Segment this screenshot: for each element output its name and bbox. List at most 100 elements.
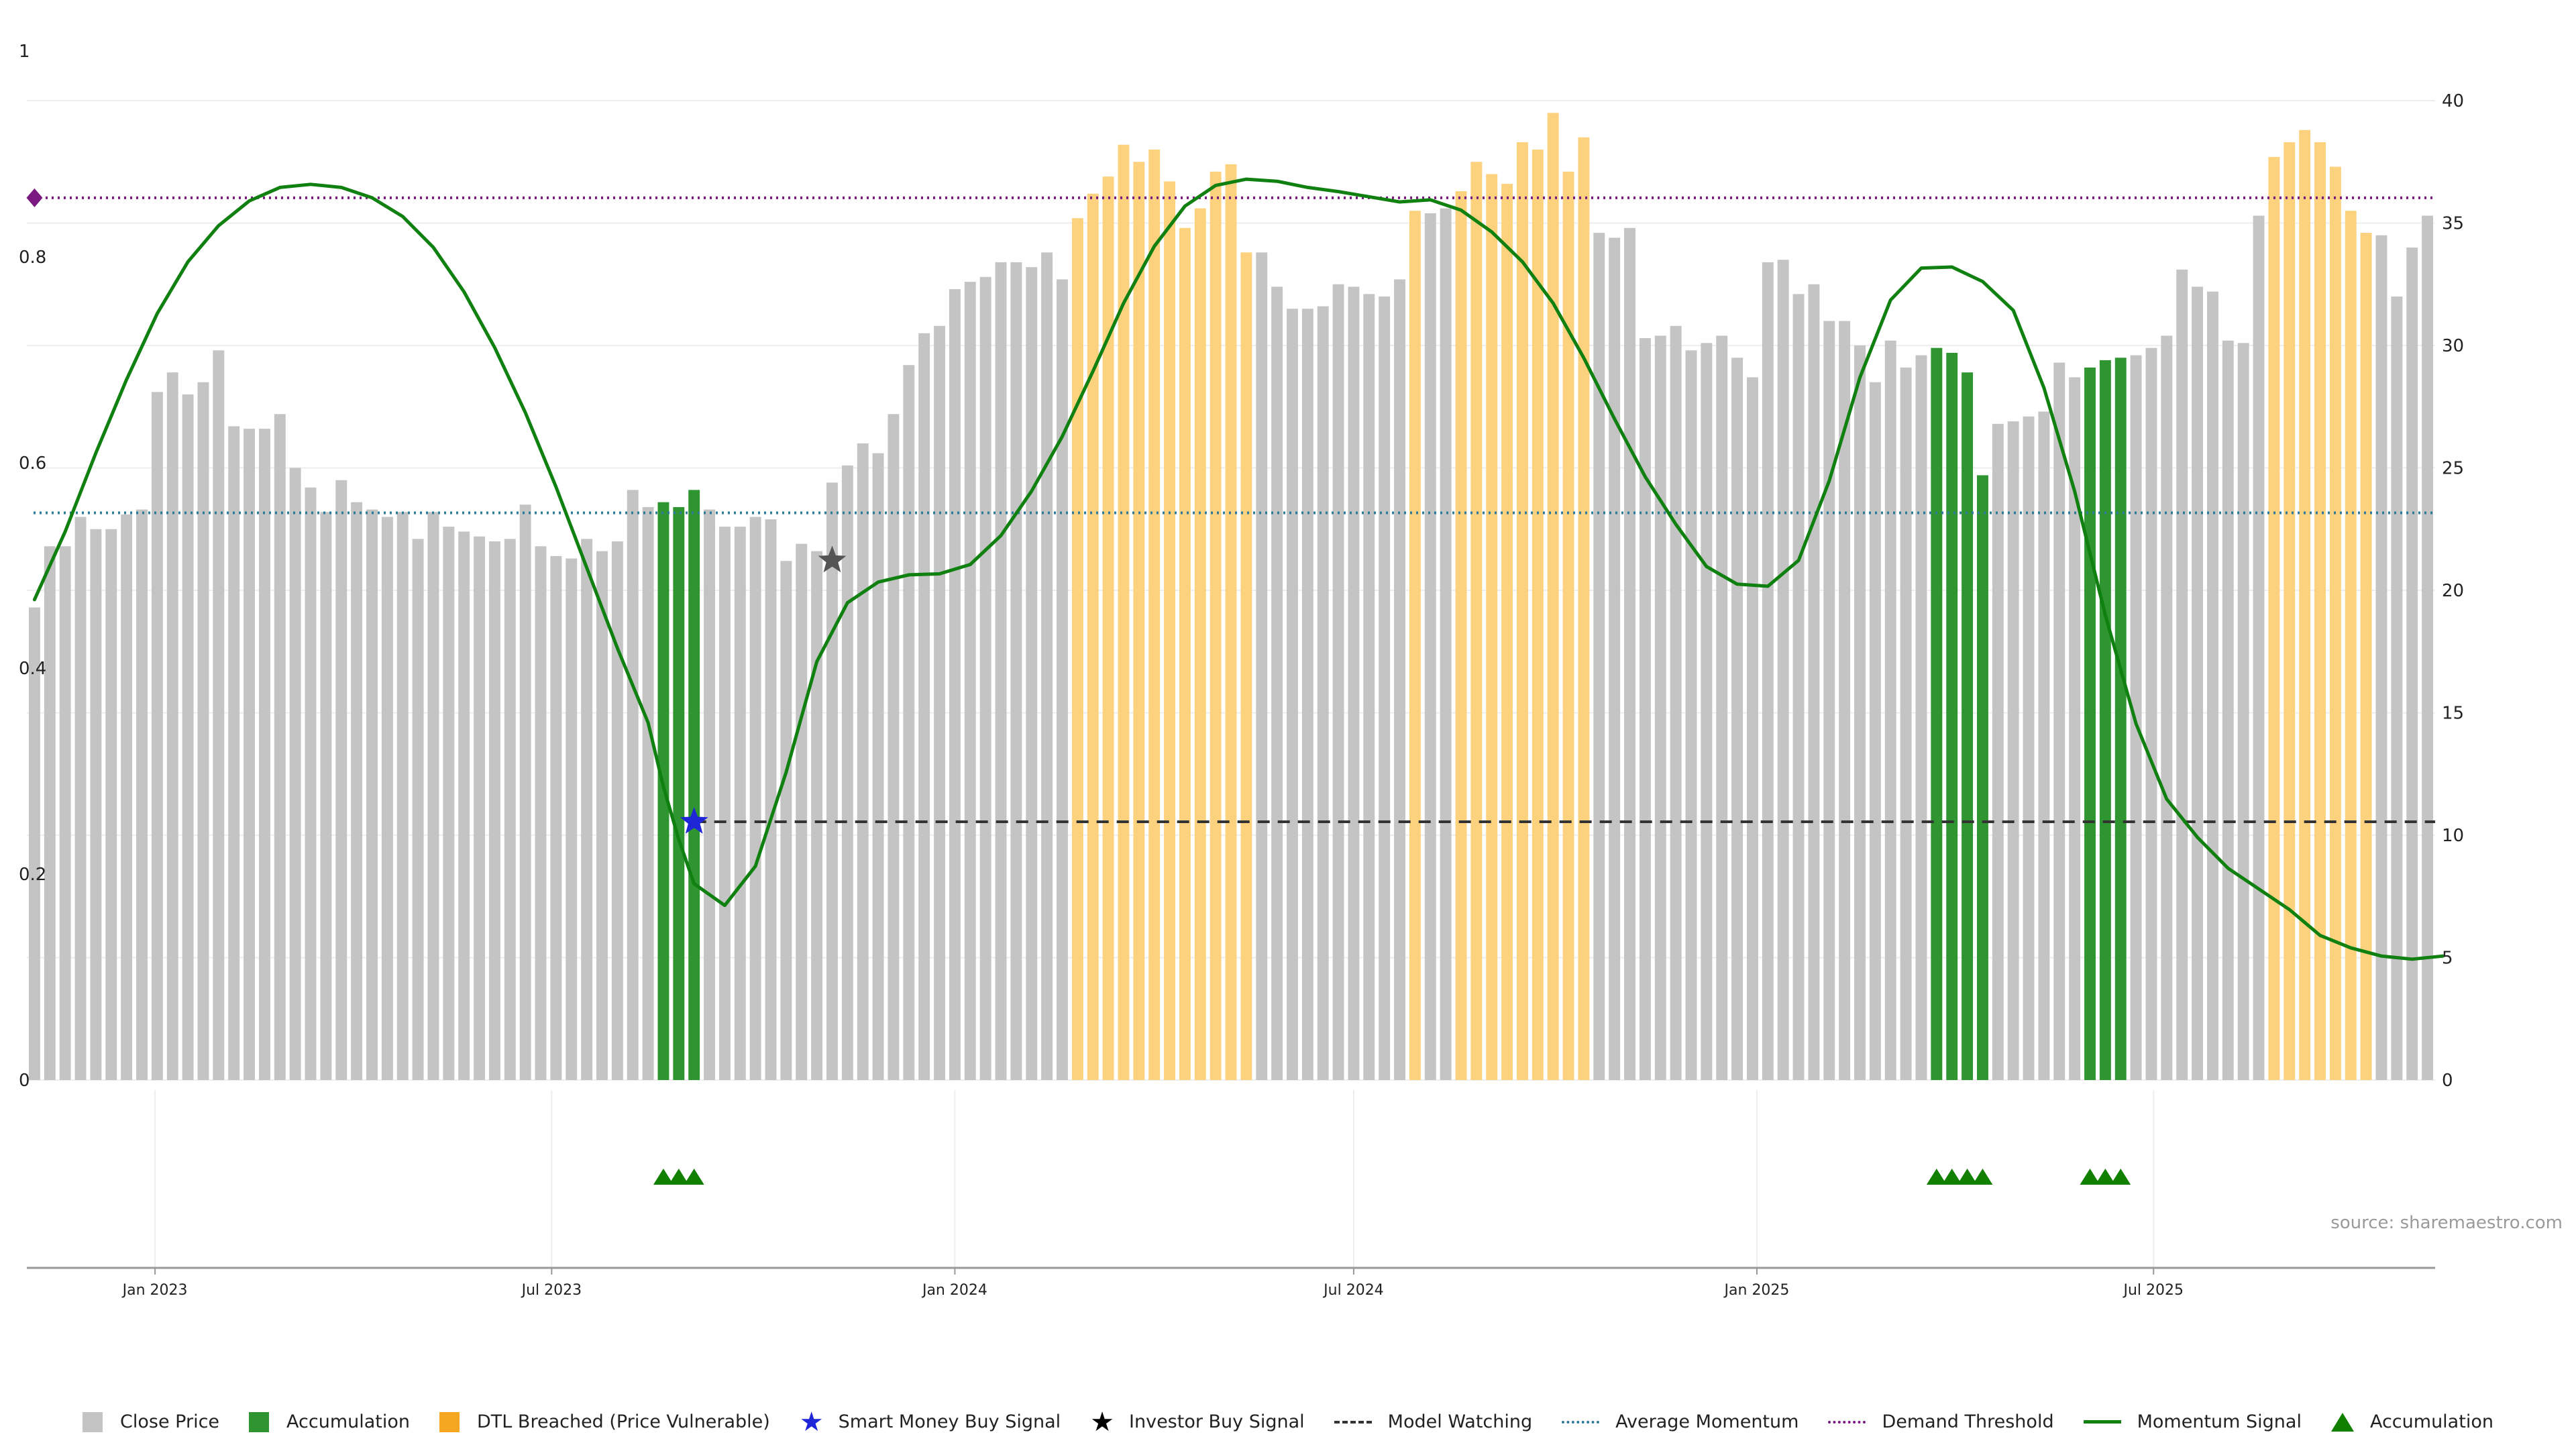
close-price-bar	[1670, 325, 1682, 1080]
close-price-bar	[197, 382, 209, 1080]
close-price-bar	[704, 509, 716, 1080]
close-price-bar	[2222, 340, 2234, 1081]
close-price-bar	[2053, 362, 2065, 1080]
legend-label: Demand Threshold	[1882, 1411, 2054, 1432]
legend-item-smart: ★ Smart Money Buy Signal	[800, 1409, 1061, 1436]
close-price-bar	[749, 517, 761, 1080]
y-left-tick-label: 0.4	[19, 659, 46, 679]
signal-markers	[26, 188, 2131, 1185]
close-price-bar	[949, 289, 961, 1080]
accumulation-bar	[2114, 358, 2127, 1080]
accumulation-bar	[1976, 475, 1988, 1080]
close-price-bar	[581, 539, 593, 1080]
accumulation-bar	[2084, 367, 2096, 1080]
accumulation-triangle	[684, 1169, 704, 1185]
close-price-bar	[979, 276, 991, 1080]
close-price-bar	[1057, 279, 1068, 1081]
close-price-bar	[443, 527, 455, 1080]
close-price-bar	[1839, 321, 1851, 1080]
legend-label: Momentum Signal	[2137, 1411, 2302, 1432]
close-price-bar	[642, 506, 654, 1080]
dtl-breached-bar	[1516, 142, 1528, 1080]
close-price-bar	[1010, 262, 1022, 1080]
accumulation-triangle	[2110, 1169, 2131, 1185]
legend-label: Investor Buy Signal	[1129, 1411, 1305, 1432]
accumulation-bar	[1946, 352, 1958, 1081]
close-price-bar	[2422, 215, 2434, 1080]
accumulation-triangle	[1926, 1169, 1947, 1185]
close-price-bar	[1363, 294, 1375, 1081]
close-price-bar	[1639, 338, 1651, 1080]
close-price-bar	[335, 480, 347, 1080]
legend-item-close: Close Price	[83, 1411, 219, 1432]
gray-square-icon	[83, 1411, 103, 1432]
black-star-icon: ★	[1090, 1406, 1115, 1438]
close-price-bar	[381, 517, 393, 1080]
close-price-bar	[320, 512, 332, 1080]
close-price-bar	[872, 453, 884, 1080]
dotted-teal-line-icon	[1562, 1420, 1600, 1424]
dtl-breached-bar	[1087, 193, 1099, 1081]
legend-label: Smart Money Buy Signal	[838, 1411, 1061, 1432]
close-price-bar	[1379, 297, 1391, 1080]
y-right-tick-label: 25	[2442, 459, 2464, 479]
close-price-bar	[44, 546, 56, 1080]
close-price-bar	[74, 517, 87, 1080]
close-price-bar	[918, 333, 930, 1080]
y-right-tick-label: 5	[2442, 949, 2453, 969]
legend-item-investor: ★ Investor Buy Signal	[1090, 1406, 1305, 1438]
close-price-bar	[1854, 345, 1866, 1080]
close-price-bar	[903, 365, 915, 1081]
dashed-line-icon	[1334, 1420, 1372, 1424]
close-price-bar	[550, 555, 562, 1080]
close-price-bar	[1332, 284, 1344, 1080]
dtl-breached-bar	[1210, 171, 1222, 1081]
close-price-bar	[2253, 215, 2265, 1080]
accumulation-triangle	[1972, 1169, 1993, 1185]
close-price-bar	[1440, 208, 1452, 1081]
close-price-bar	[1348, 286, 1360, 1080]
close-price-bar	[1624, 227, 1635, 1080]
close-price-bars	[28, 113, 2434, 1081]
accumulation-triangle	[1957, 1169, 1978, 1185]
y-left-tick-label: 0.8	[19, 248, 46, 268]
close-price-bar	[1884, 340, 1896, 1081]
dotted-purple-line-icon	[1828, 1420, 1866, 1424]
close-price-bar	[2069, 377, 2081, 1081]
close-price-bar	[964, 282, 976, 1081]
close-price-bar	[1424, 213, 1436, 1080]
close-price-bar	[2038, 411, 2050, 1080]
x-tick-label: Jan 2023	[121, 1282, 188, 1299]
dtl-breached-bar	[2329, 166, 2341, 1080]
dtl-breached-bar	[1118, 144, 1130, 1081]
close-price-bar	[1746, 377, 1758, 1081]
close-price-bar	[611, 541, 623, 1080]
close-price-bar	[121, 514, 133, 1080]
solid-green-line-icon	[2083, 1420, 2121, 1424]
demand-threshold-marker	[26, 188, 43, 207]
close-price-bar	[458, 531, 470, 1080]
close-price-bar	[1041, 252, 1053, 1080]
legend-item-model: Model Watching	[1334, 1411, 1532, 1432]
close-price-bar	[504, 539, 516, 1080]
legend-label: Accumulation	[2369, 1411, 2493, 1432]
close-price-bar	[2375, 235, 2387, 1080]
close-price-bar	[2391, 297, 2403, 1080]
accumulation-triangle	[668, 1169, 689, 1185]
close-price-bar	[305, 487, 317, 1080]
dtl-breached-bar	[1409, 211, 1421, 1080]
x-tick-label: Jan 2025	[1723, 1282, 1790, 1299]
smart-money-buy-star	[680, 807, 708, 834]
close-price-bar	[2145, 347, 2157, 1080]
close-price-bar	[1900, 367, 1912, 1080]
close-price-bar	[396, 512, 409, 1080]
x-tick-label: Jul 2024	[1322, 1282, 1384, 1299]
source-label: source: sharemaestro.com	[2330, 1213, 2563, 1233]
dtl-breached-bar	[1225, 164, 1237, 1080]
y-right-tick-label: 10	[2442, 826, 2464, 846]
dtl-breached-bar	[2268, 156, 2280, 1081]
accumulation-bar	[673, 506, 685, 1080]
close-price-bar	[2406, 248, 2418, 1080]
